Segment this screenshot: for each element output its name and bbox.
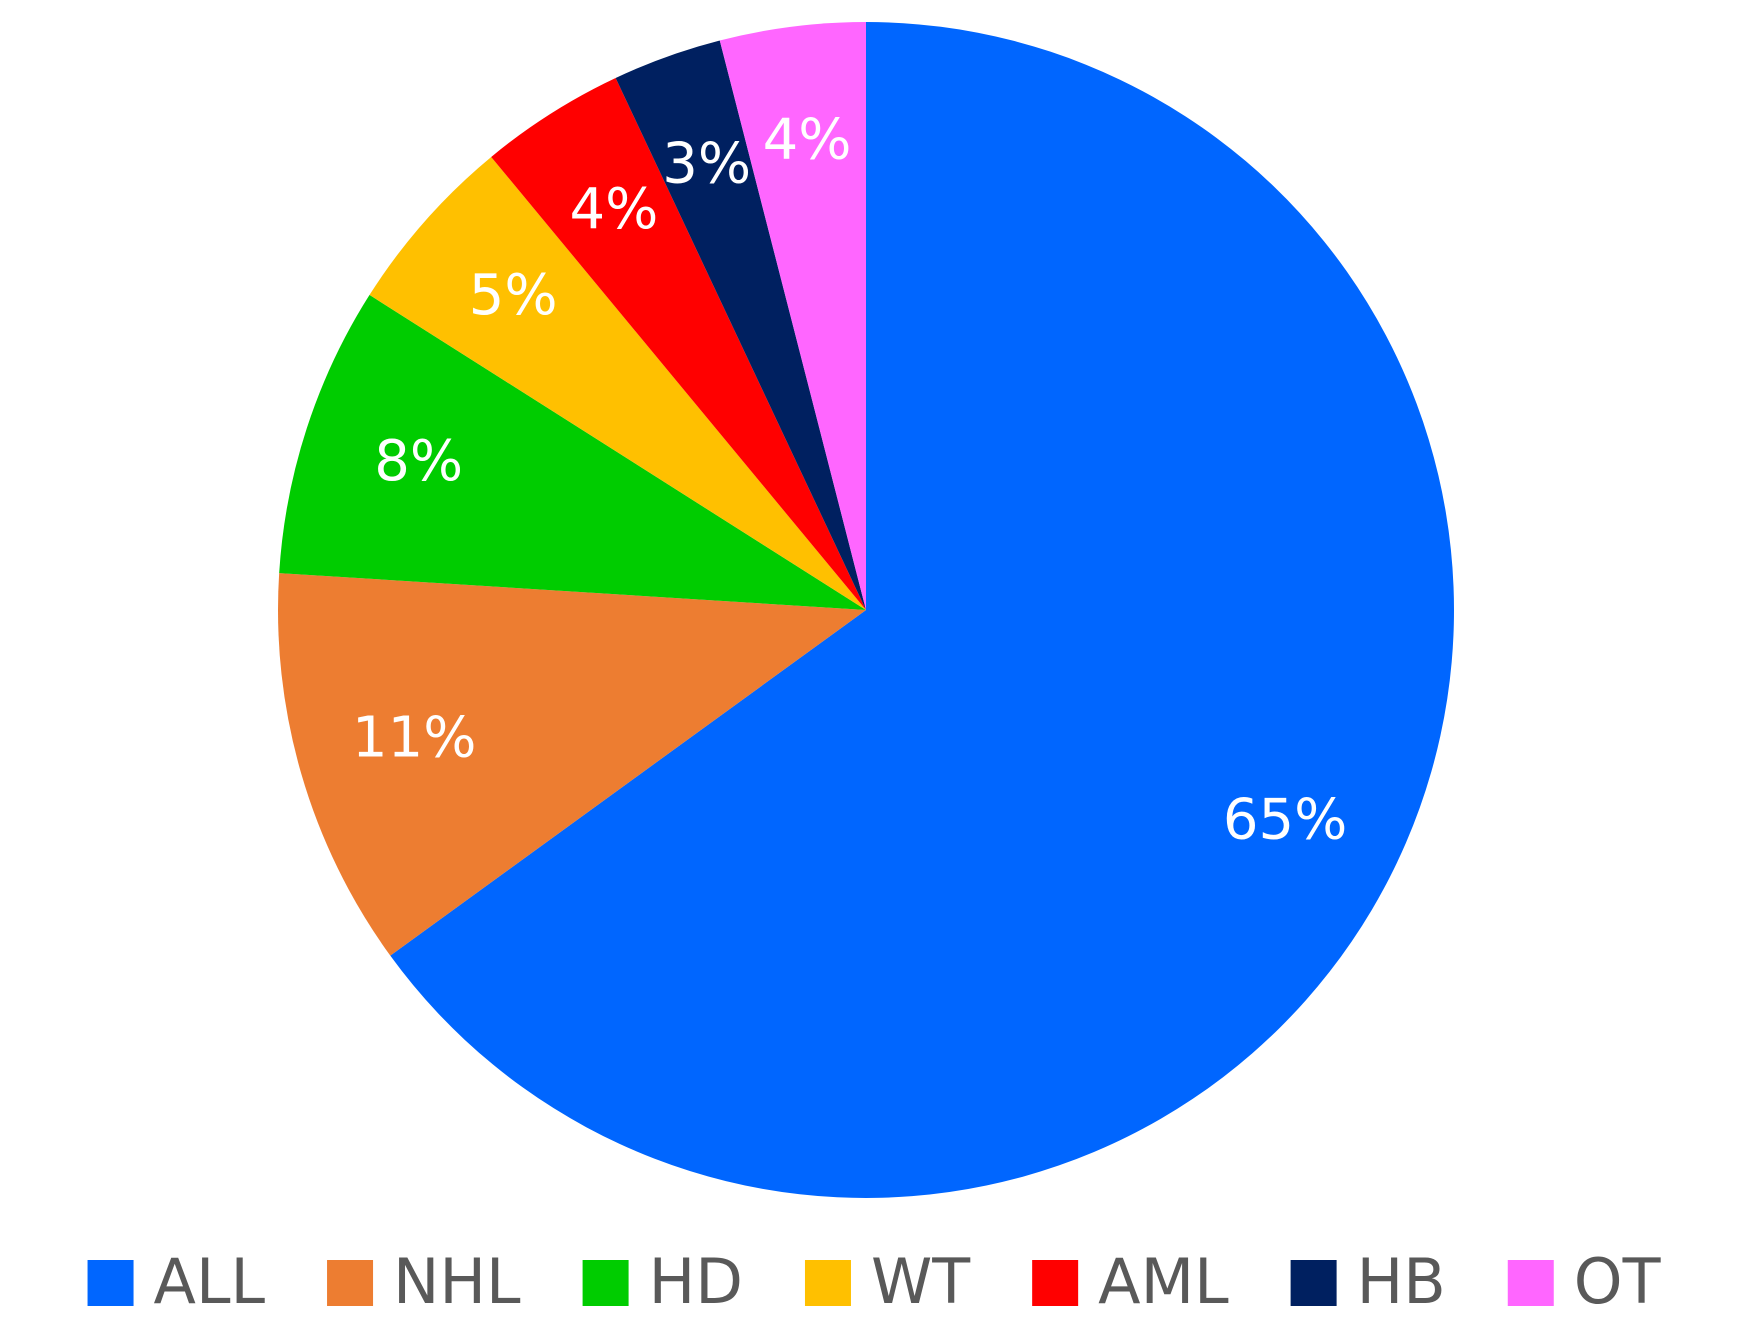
data-label: 4%	[570, 177, 659, 242]
legend-label: HD	[649, 1245, 743, 1318]
legend-swatch	[87, 1260, 134, 1306]
data-label: 65%	[1223, 788, 1347, 853]
pie-slice	[390, 22, 1455, 1198]
legend-label: NHL	[393, 1245, 521, 1318]
legend-label: ALL	[154, 1245, 266, 1318]
legend-label: WT	[871, 1245, 971, 1318]
data-label: 4%	[763, 107, 852, 172]
legend-swatch	[1290, 1260, 1337, 1306]
legend-label: HB	[1357, 1245, 1446, 1318]
pie-slice	[279, 294, 866, 610]
data-label: 5%	[469, 263, 558, 328]
pie-slice	[491, 77, 866, 611]
pie-slice	[278, 573, 867, 956]
pie-slice	[369, 156, 866, 610]
legend-swatch	[1032, 1260, 1079, 1306]
legend-label: AML	[1098, 1245, 1229, 1318]
pie-slice	[719, 22, 866, 610]
data-label: 11%	[352, 705, 476, 770]
legend-swatch	[804, 1260, 851, 1306]
legend-swatch	[582, 1260, 629, 1306]
legend-swatch	[327, 1260, 374, 1306]
data-label: 8%	[374, 429, 463, 494]
legend-swatch	[1507, 1260, 1554, 1306]
legend-label: OT	[1574, 1245, 1662, 1318]
data-label: 3%	[662, 132, 751, 197]
pie-slice	[615, 40, 866, 611]
